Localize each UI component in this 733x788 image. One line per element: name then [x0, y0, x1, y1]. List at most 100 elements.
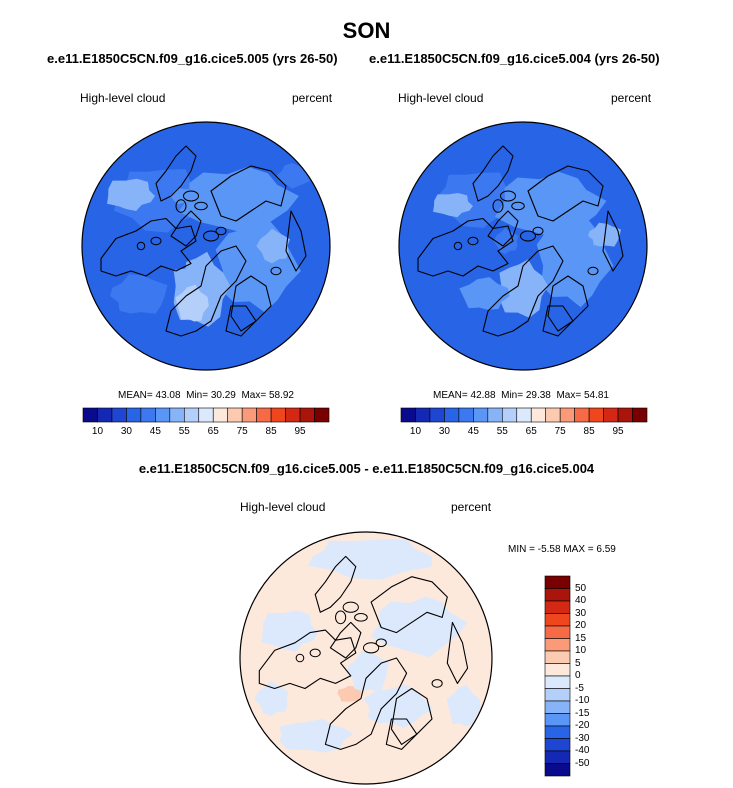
- panel3-shaded-region: [261, 610, 319, 652]
- panel3-colorbar-swatch: [544, 663, 571, 677]
- panel3-max: 6.59: [596, 544, 616, 555]
- panel2-stats: MEAN= 42.88 Min= 29.38 Max= 54.81: [433, 390, 609, 401]
- panel3-island: [354, 613, 368, 622]
- panel2-shaded-region: [499, 259, 549, 318]
- panel2-min-label: Min=: [501, 390, 524, 401]
- panel2-colorbar-swatch: [559, 407, 575, 423]
- panel1-colorbar-swatch: [155, 407, 171, 423]
- panel1-colorbar-swatch: [198, 407, 214, 423]
- panel3-colorbar-swatch: [544, 600, 571, 614]
- panel1-colorbar-swatch: [169, 407, 185, 423]
- panel3-colorbar-tick-label: 15: [575, 632, 587, 644]
- panel3-coastline: [314, 555, 357, 613]
- panel3-coastline: [258, 629, 357, 690]
- panel1-colorbar: [82, 407, 330, 423]
- panel2-left-label: High-level cloud: [398, 91, 484, 105]
- panel3-colorbar-swatch: [544, 700, 571, 714]
- panel3-colorbar-swatch: [544, 738, 571, 752]
- panel2-island: [453, 241, 463, 251]
- panel1-shaded-region: [110, 274, 168, 314]
- panel3-colorbar-swatch: [544, 575, 571, 589]
- panel3-max-label: MAX =: [563, 544, 594, 555]
- panel2-colorbar-swatch: [603, 407, 619, 423]
- panel1-island: [183, 190, 199, 202]
- panel2-colorbar-swatch: [473, 407, 489, 423]
- panel1-colorbar-tick-label: 65: [207, 426, 219, 437]
- panel3-coastline: [329, 621, 362, 659]
- panel1-mean: 43.08: [155, 390, 181, 401]
- panel2-colorbar-swatch: [588, 407, 604, 423]
- panel3-colorbar-tick-label: -20: [575, 720, 590, 731]
- panel1-colorbar-swatch: [227, 407, 243, 423]
- panel2-min: 29.38: [525, 390, 551, 401]
- panel3-shaded-region: [446, 684, 481, 727]
- panel1-polar-map: [81, 121, 331, 371]
- panel2-coastline: [542, 305, 574, 337]
- panel3-island: [309, 648, 321, 658]
- panel3-colorbar-swatch: [544, 688, 571, 702]
- panel1-colorbar-tick-label: 95: [294, 426, 306, 437]
- panel3-colorbar-swatch: [544, 763, 571, 777]
- panel3-island: [375, 638, 387, 648]
- panel1-colorbar-swatch: [299, 407, 315, 423]
- panel2-island: [500, 190, 516, 202]
- panel1-shaded-region: [178, 166, 299, 235]
- panel3-colorbar-swatch: [544, 675, 571, 689]
- panel2-colorbar-tick-label: 65: [525, 426, 537, 437]
- panel2-mean: 42.88: [470, 390, 496, 401]
- panel2-island: [467, 236, 479, 246]
- panel1-min-label: Min=: [186, 390, 209, 401]
- panel1-colorbar-swatch: [212, 407, 229, 423]
- panel1-coastline: [100, 217, 197, 277]
- panel3-island: [295, 653, 305, 663]
- panel2-colorbar-swatch: [458, 407, 474, 423]
- panel2-colorbar-swatch: [574, 407, 590, 423]
- panel2-colorbar-swatch: [545, 407, 561, 423]
- panel2-colorbar-tick-label: 75: [554, 426, 566, 437]
- panel1-coastline: [210, 165, 287, 222]
- panel1-colorbar-tick-label: 45: [149, 426, 161, 437]
- panel3-colorbar-tick-label: 50: [575, 582, 587, 594]
- panel1-coastline: [225, 305, 257, 337]
- panel2-coastline: [472, 145, 514, 202]
- panel3-colorbar-tick-label: -40: [575, 745, 590, 756]
- panel1-colorbar-tick-label: 55: [178, 426, 190, 437]
- panel1-colorbar-swatch: [82, 407, 98, 423]
- panel1-shaded-region: [276, 162, 310, 189]
- panel3-stats: MIN = -5.58 MAX = 6.59: [508, 544, 616, 555]
- panel1-shaded-region: [107, 178, 155, 211]
- panel3-colorbar-tick-label: -10: [575, 695, 590, 706]
- panel1-mean-label: MEAN=: [118, 390, 153, 401]
- panel1-colorbar-tick-label: 75: [236, 426, 248, 437]
- panel2-map-border: [398, 121, 648, 371]
- panel3-left-label: High-level cloud: [240, 500, 326, 514]
- panel2-island: [520, 230, 536, 242]
- panel3-colorbar-tick-label: 40: [575, 595, 587, 606]
- page-title: SON: [342, 18, 391, 43]
- panel2-colorbar-swatch: [632, 407, 648, 423]
- panel2-right-label: percent: [611, 91, 652, 105]
- panel1-map-background: [82, 122, 330, 370]
- panel2-colorbar-tick-label: 55: [496, 426, 508, 437]
- panel2-coastline: [527, 165, 604, 222]
- panel3-coastline: [370, 576, 448, 634]
- panel3-colorbar-swatch: [544, 725, 571, 739]
- panel3-colorbar-tick-label: -50: [575, 757, 590, 769]
- panel3-min-label: MIN =: [508, 544, 535, 555]
- case-a-title: e.e11.E1850C5CN.f09_g16.cice5.005 (yrs 2…: [47, 51, 338, 66]
- panel2-colorbar-swatch: [530, 407, 547, 423]
- panel3-island: [431, 679, 443, 688]
- panel2-shaded-region: [493, 228, 519, 254]
- panel1-min: 30.29: [210, 390, 236, 401]
- panel3-colorbar-swatch: [544, 750, 571, 764]
- panel2-colorbar-swatch: [400, 407, 416, 423]
- panel1-max: 58.92: [268, 390, 294, 401]
- panel1-colorbar-swatch: [285, 407, 301, 423]
- panel2-colorbar-tick-label: 45: [467, 426, 479, 437]
- panel3-island: [335, 610, 347, 625]
- panel2-coastline: [547, 275, 589, 332]
- panel3-colorbar-tick-label: 20: [575, 620, 587, 631]
- panel3-shaded-region: [337, 685, 362, 702]
- panel3-colorbar-tick-label: -5: [575, 682, 584, 694]
- panel1-colorbar-swatch: [256, 407, 272, 423]
